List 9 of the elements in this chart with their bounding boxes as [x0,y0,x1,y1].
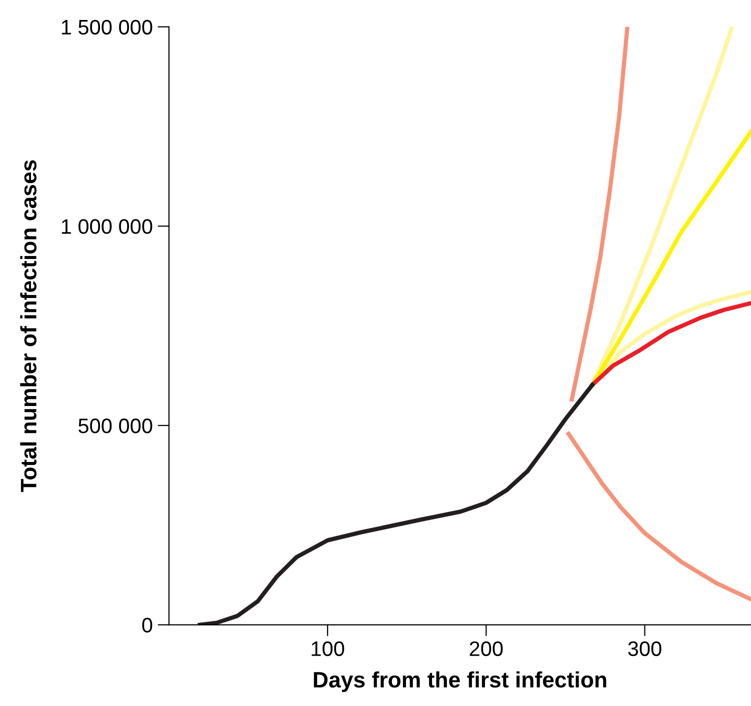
y-axis-title: Total number of infection cases [20,160,36,492]
x-axis-title: Days from the first infection [314,671,606,692]
y-tick-label: 500 000 [78,418,152,434]
y-tick-label: 0 [142,618,152,633]
x-tick-label: 200 [470,641,503,656]
y-tick-label: 1 500 000 [62,20,152,35]
y-tick-label: 1 000 000 [62,219,152,234]
x-tick-label: 300 [628,641,662,656]
x-tick-label: 100 [312,641,344,656]
